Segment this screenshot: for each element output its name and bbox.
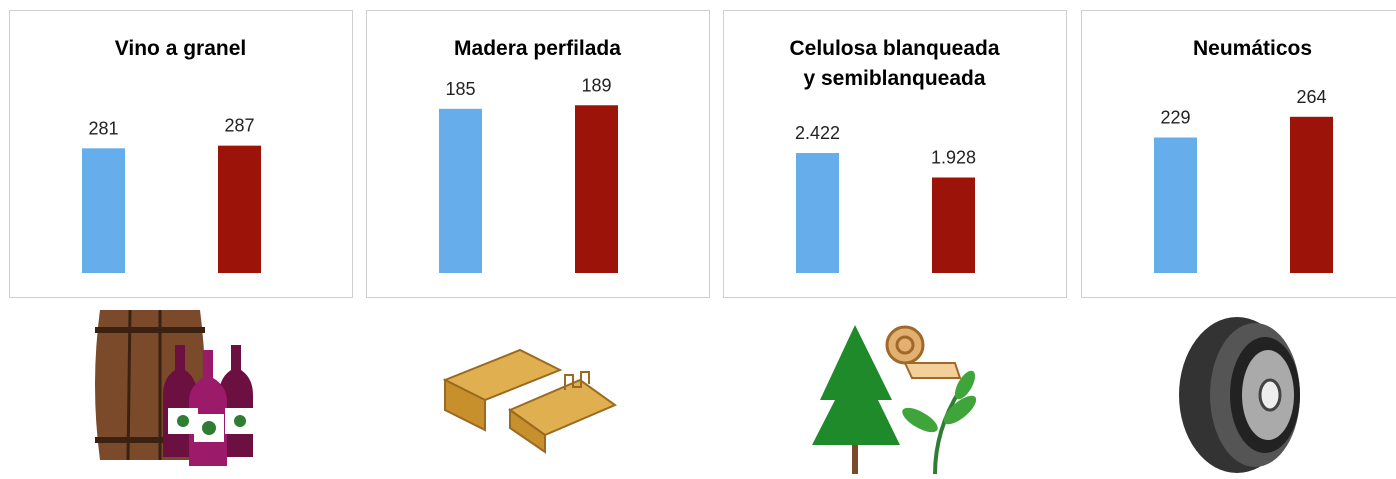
bar — [218, 146, 261, 273]
chart-panel: Neumáticos 229 264 — [1082, 11, 1396, 298]
title-line: Neumáticos — [1193, 37, 1312, 60]
bar — [932, 177, 975, 273]
chart-panel: Vino a granel 281 287 — [10, 11, 353, 298]
value-label: 281 — [88, 118, 118, 138]
bar — [575, 105, 618, 273]
title-line: y semiblanqueada — [803, 67, 985, 90]
chart-title: Neumáticos — [1193, 37, 1312, 60]
value-label: 287 — [224, 116, 254, 136]
value-label: 229 — [1160, 108, 1190, 128]
bar — [1290, 117, 1333, 273]
title-line: Vino a granel — [115, 37, 247, 60]
chart-panel: Madera perfilada 185 189 — [367, 11, 710, 298]
page: Vino a granel 281 287 Madera perfilada 185 18… — [0, 0, 1396, 474]
chart: Vino a granel 281 287 Madera perfilada 185 18… — [0, 0, 1396, 474]
tire-icon — [1179, 317, 1300, 473]
bar — [796, 153, 839, 273]
pulp-icon — [812, 325, 980, 474]
bar — [1154, 138, 1197, 273]
value-label: 1.928 — [931, 147, 976, 167]
bar — [439, 109, 482, 273]
chart-title: Vino a granel — [115, 37, 247, 60]
bar — [82, 148, 125, 273]
value-label: 264 — [1296, 87, 1326, 107]
title-line: Celulosa blanqueada — [789, 37, 999, 60]
title-line: Madera perfilada — [454, 37, 621, 60]
value-label: 185 — [445, 79, 475, 99]
wine-icon — [95, 310, 255, 466]
value-label: 189 — [581, 75, 611, 95]
value-label: 2.422 — [795, 123, 840, 143]
chart-title: Madera perfilada — [454, 37, 621, 60]
wood-icon — [445, 350, 615, 452]
chart-panel: Celulosa blanqueada y semiblanqueada 2.422… — [724, 11, 1067, 298]
